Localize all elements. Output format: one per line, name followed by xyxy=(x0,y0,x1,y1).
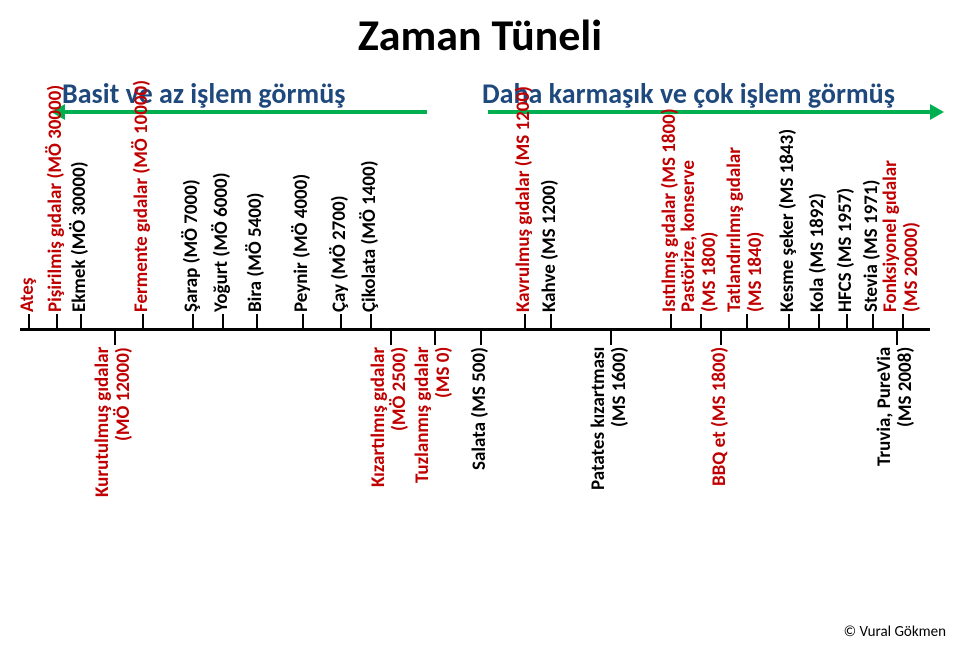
timeline-label: Tuzlanmış gıdalar (MS 0) xyxy=(413,347,457,607)
timeline-label: HFCS (MS 1957) xyxy=(836,122,858,312)
footer-credit: © Vural Gökmen xyxy=(844,623,946,641)
timeline-label: Patates kızartması (MS 1600) xyxy=(589,347,633,607)
timeline-label: Salata (MS 500) xyxy=(470,347,492,607)
timeline-tick xyxy=(222,314,224,328)
timeline-label: Yoğurt (MÖ 6000) xyxy=(212,122,234,312)
timeline-tick xyxy=(846,314,848,328)
timeline-label: Truvia, PureVia (MS 2008) xyxy=(875,347,919,607)
timeline-tick xyxy=(256,314,258,328)
arrow-left-group xyxy=(55,110,435,114)
timeline-label: Kesme şeker (MS 1843) xyxy=(778,122,800,312)
timeline-tick xyxy=(902,314,904,328)
timeline-tick xyxy=(818,314,820,328)
timeline-tick xyxy=(142,314,144,328)
timeline-tick xyxy=(56,314,58,328)
timeline-tick xyxy=(28,314,30,328)
timeline-label: Pişirilmiş gıdalar (MÖ 30000) xyxy=(46,122,68,312)
timeline-label: Çikolata (MÖ 1400) xyxy=(360,122,382,312)
timeline-tick xyxy=(302,314,304,328)
timeline-label: Ateş xyxy=(18,122,40,312)
timeline-label: Kola (MS 1892) xyxy=(808,122,830,312)
timeline-label: Pastörize, konserve (MS 1800) xyxy=(679,122,723,312)
timeline-label: Fonksiyonel gıdalar (MS 20000) xyxy=(881,122,925,312)
timeline-tick xyxy=(80,314,82,328)
timeline-label: Tatlandırılmış gıdalar (MS 1840) xyxy=(725,122,769,312)
timeline-tick xyxy=(788,314,790,328)
timeline-label: Kızartılmış gıdalar (MÖ 2500) xyxy=(369,347,413,607)
timeline-tick xyxy=(114,331,116,345)
timeline-tick xyxy=(610,331,612,345)
subtitle-right: Daha karmaşık ve çok işlem görmüş xyxy=(482,76,895,111)
timeline-tick xyxy=(896,331,898,345)
timeline-label: BBQ et (MS 1800) xyxy=(710,347,732,607)
subtitle-left: Basit ve az işlem görmüş xyxy=(62,76,345,111)
timeline-tick xyxy=(192,314,194,328)
timeline-label: Çay (MÖ 2700) xyxy=(330,122,352,312)
timeline-tick xyxy=(524,314,526,328)
timeline-label: Şarap (MÖ 7000) xyxy=(182,122,204,312)
timeline-tick xyxy=(720,331,722,345)
timeline-axis xyxy=(20,328,930,331)
timeline-tick xyxy=(670,314,672,328)
timeline-tick xyxy=(550,314,552,328)
timeline-label: Fermente gıdalar (MÖ 10000) xyxy=(132,122,154,312)
page-title: Zaman Tüneli xyxy=(0,8,960,62)
timeline-tick xyxy=(480,331,482,345)
timeline-label: Peynir (MÖ 4000) xyxy=(292,122,314,312)
timeline-label: Ekmek (MÖ 30000) xyxy=(70,122,92,312)
timeline-tick xyxy=(370,314,372,328)
timeline-label: Bira (MÖ 5400) xyxy=(246,122,268,312)
timeline-tick xyxy=(434,331,436,345)
timeline-label: Kahve (MS 1200) xyxy=(540,122,562,312)
arrow-right-group xyxy=(480,110,940,114)
timeline-tick xyxy=(872,314,874,328)
timeline-tick xyxy=(746,314,748,328)
timeline-tick xyxy=(340,314,342,328)
timeline-tick xyxy=(700,314,702,328)
timeline-tick xyxy=(390,331,392,345)
timeline-label: Kurutulmuş gıdalar (MÖ 12000) xyxy=(93,347,137,607)
timeline-label: Kavrulmuş gıdalar (MS 1200) xyxy=(514,122,536,312)
